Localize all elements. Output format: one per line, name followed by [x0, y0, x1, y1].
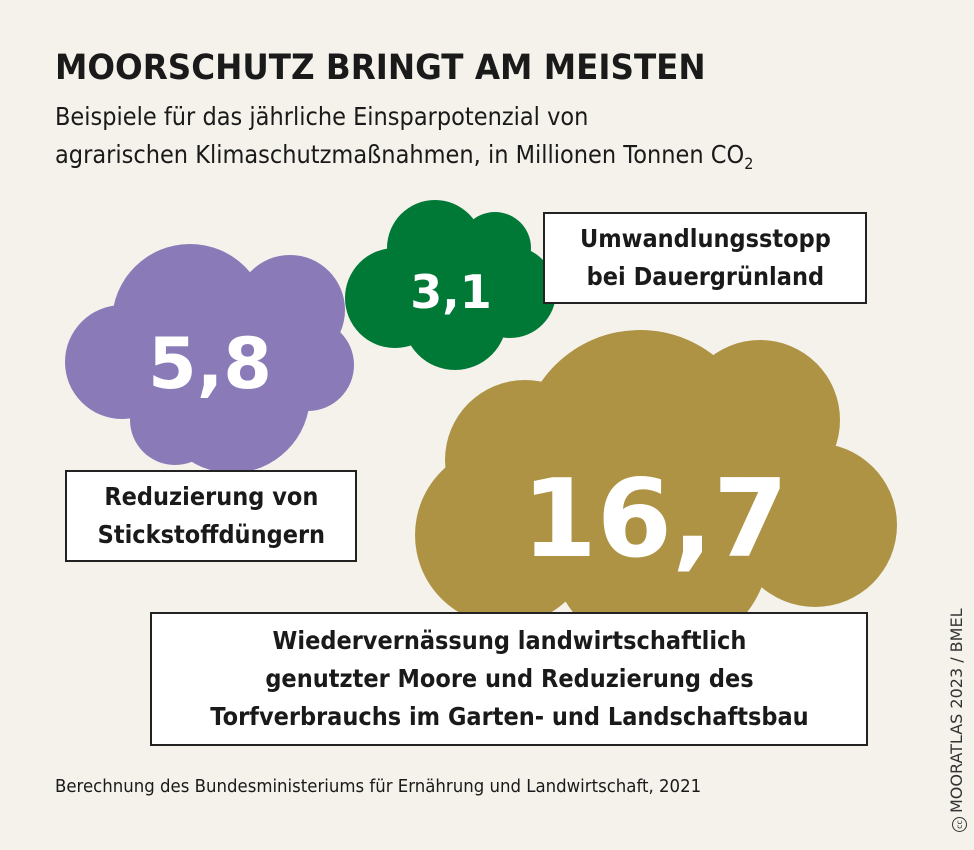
creative-commons-icon: cc	[952, 817, 967, 832]
label-line: Stickstoffdüngern	[97, 520, 325, 549]
label-line: Wiedervernässung landwirtschaftlich	[272, 626, 746, 655]
label-line: genutzter Moore und Reduzierung des	[264, 664, 754, 693]
chart-title: MOORSCHUTZ BRINGT AM MEISTEN	[55, 48, 706, 88]
credit: cc MOORATLAS 2023 / BMEL	[947, 608, 967, 832]
cloud-grassland	[345, 200, 556, 370]
label-peatland: Wiedervernässung landwirtschaftlich genut…	[150, 612, 868, 746]
subtitle-line-1: Beispiele für das jährliche Einsparpoten…	[55, 102, 589, 131]
label-grassland: Umwandlungsstopp bei Dauergrünland	[543, 212, 867, 304]
credit-text: MOORATLAS 2023 / BMEL	[947, 608, 966, 814]
value-label: 5,8	[148, 323, 272, 405]
label-line: bei Dauergrünland	[586, 262, 824, 291]
cloud-peatland	[415, 330, 897, 655]
subtitle-line-2: agrarischen Klimaschutzmaßnahmen, in Mil…	[55, 136, 753, 183]
cloud-lobe	[262, 319, 354, 411]
subtitle-line-2-text: agrarischen Klimaschutzmaßnahmen, in Mil…	[55, 140, 745, 169]
cloud-lobe	[130, 375, 220, 465]
value-label: 3,1	[410, 265, 492, 319]
label-line: Torfverbrauchs im Garten- und Landschaft…	[209, 702, 809, 731]
value-label: 16,7	[522, 457, 788, 582]
cloud-lobe	[415, 445, 595, 625]
cloud-lobe	[733, 443, 897, 607]
chart-subtitle: Beispiele für das jährliche Einsparpoten…	[55, 98, 753, 183]
subtitle-subscript: 2	[744, 154, 754, 173]
label-line: Reduzierung von	[103, 482, 318, 511]
source-note: Berechnung des Bundesministeriums für Er…	[55, 776, 702, 797]
cloud-lobe	[403, 266, 507, 370]
cloud-lobe	[550, 435, 770, 655]
cloud-nitrogen	[65, 244, 354, 473]
label-line: Umwandlungsstopp	[579, 224, 831, 253]
label-nitrogen: Reduzierung von Stickstoffdüngern	[65, 470, 357, 562]
